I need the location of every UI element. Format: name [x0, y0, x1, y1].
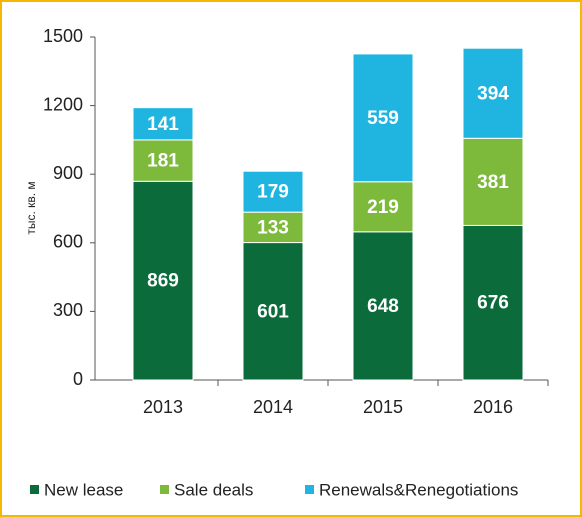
y-tick-label: 300: [53, 300, 83, 320]
data-label: 179: [257, 182, 289, 203]
y-tick-label: 900: [53, 163, 83, 183]
y-tick-label: 600: [53, 232, 83, 252]
x-tick-label: 2013: [143, 397, 183, 417]
data-label: 601: [257, 301, 289, 322]
legend-label: New lease: [44, 480, 123, 499]
x-tick-label: 2015: [363, 397, 403, 417]
bar-segment: [132, 139, 194, 182]
data-label: 869: [147, 271, 179, 292]
bar-segment: [132, 180, 194, 381]
legend-swatch: [160, 485, 169, 494]
data-label: 676: [477, 293, 509, 314]
x-tick-label: 2014: [253, 397, 293, 417]
legend-swatch: [305, 485, 314, 494]
data-label: 133: [257, 217, 289, 238]
legend-swatch: [30, 485, 39, 494]
data-label: 559: [367, 108, 399, 129]
data-label: 394: [477, 83, 509, 104]
x-tick-label: 2016: [473, 397, 513, 417]
data-label: 381: [477, 172, 509, 193]
bar-segment: [242, 170, 304, 213]
bar-segment: [462, 137, 524, 226]
y-tick-label: 1500: [43, 26, 83, 46]
y-tick-label: 1200: [43, 94, 83, 114]
bar-segment: [242, 211, 304, 244]
data-label: 219: [367, 197, 399, 218]
data-label: 648: [367, 296, 399, 317]
legend-label: Sale deals: [174, 480, 253, 499]
bar-segment: [132, 107, 194, 141]
bar-segment: [242, 242, 304, 381]
legend-label: Renewals&Renegotiations: [319, 480, 518, 499]
bar-segment: [352, 53, 414, 183]
bar-segment: [352, 231, 414, 381]
y-tick-label: 0: [73, 369, 83, 389]
bar-segment: [462, 47, 524, 139]
data-label: 181: [147, 151, 179, 172]
bar-segment: [352, 181, 414, 233]
data-label: 141: [147, 114, 179, 135]
y-axis-label: тыс. кв. м: [24, 181, 38, 234]
